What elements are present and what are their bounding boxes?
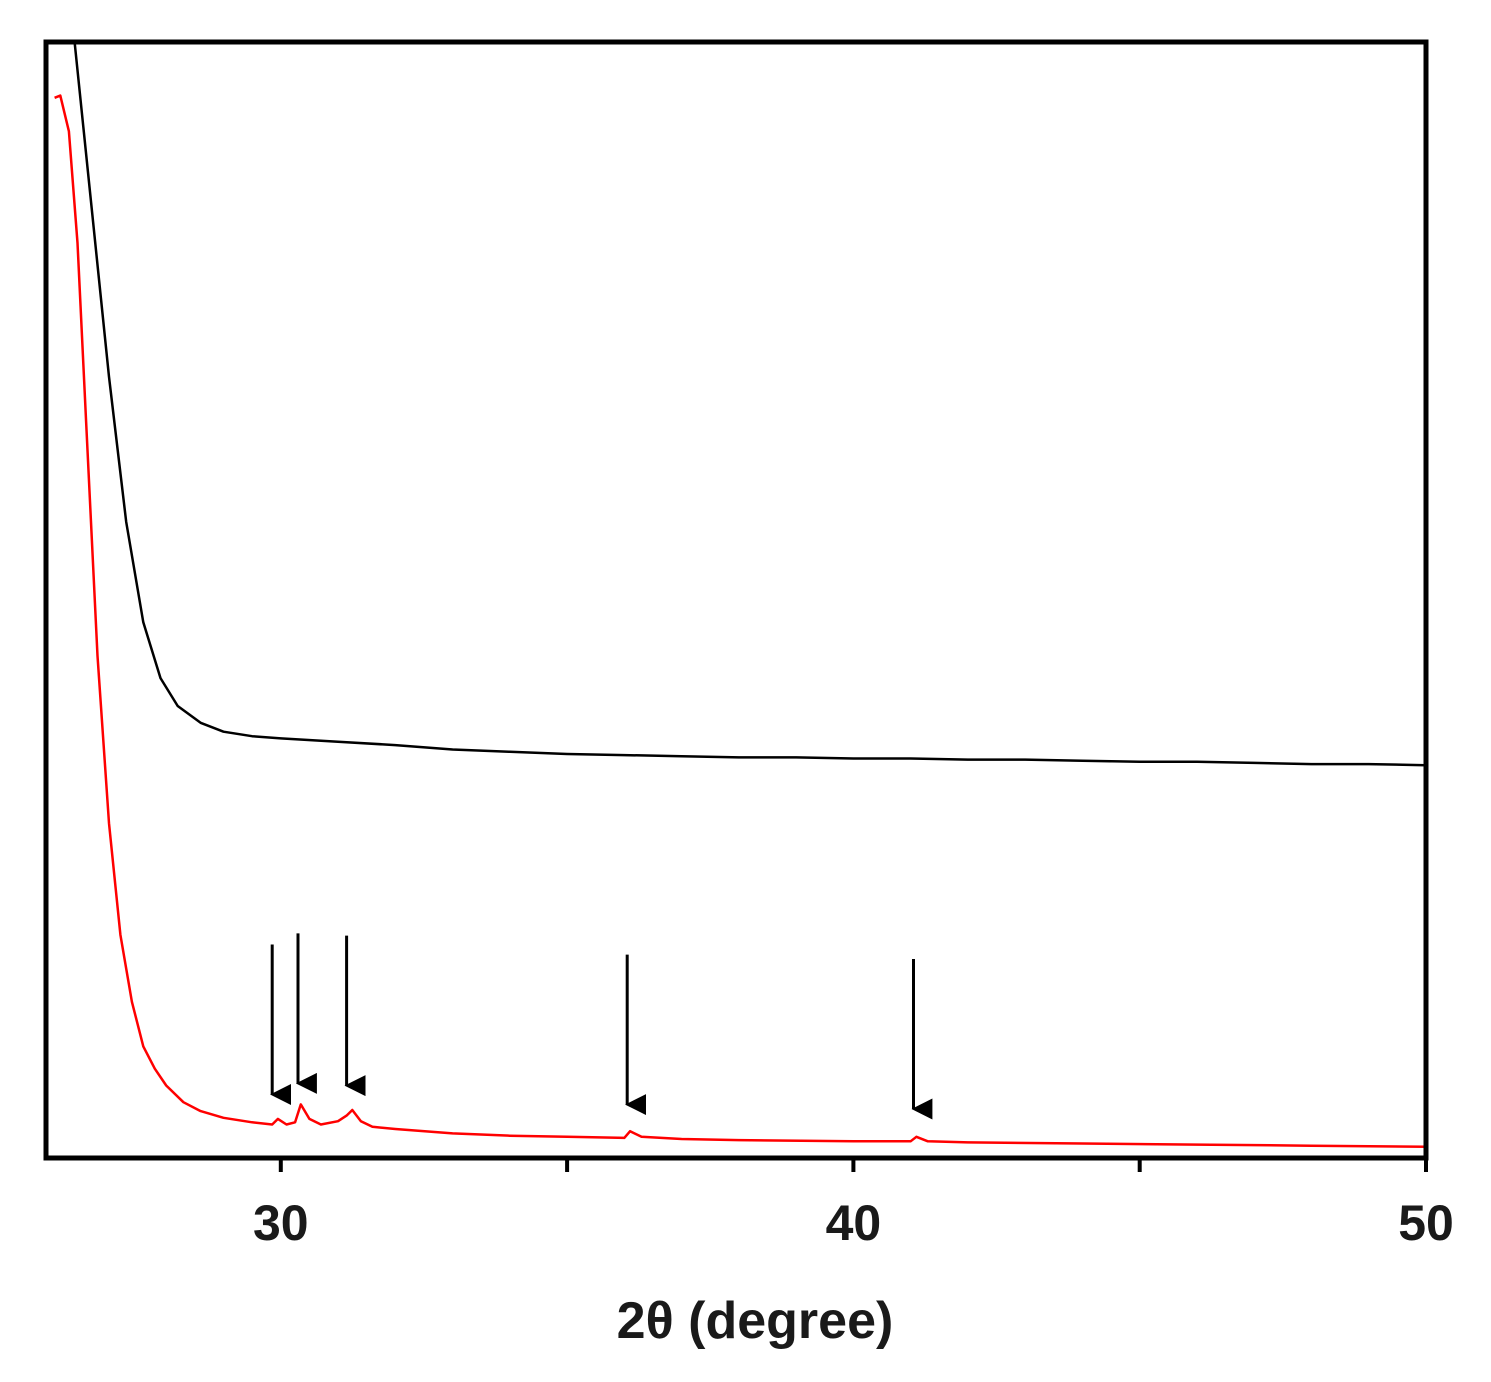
x-axis-title: 2θ (degree) xyxy=(617,1292,894,1350)
series-line-2 xyxy=(54,94,1427,1149)
x-tick-label-30: 30 xyxy=(253,1195,309,1251)
series-line-1 xyxy=(73,41,1427,767)
tick-layer xyxy=(278,1158,1428,1172)
x-tick-label-50: 50 xyxy=(1398,1195,1454,1251)
x-tick-label-40: 40 xyxy=(826,1195,882,1251)
series-layer xyxy=(54,41,1427,1149)
plot-frame xyxy=(43,39,1429,1161)
tick-label-layer: 30 40 50 xyxy=(253,1195,1454,1251)
annotation-layer xyxy=(270,933,933,1120)
